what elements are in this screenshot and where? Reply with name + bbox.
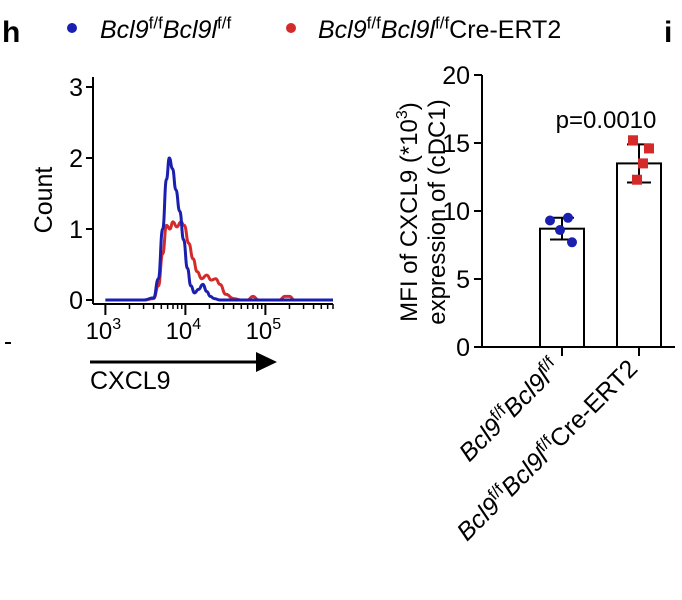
label-run: f/f bbox=[435, 14, 449, 33]
legend-label-wt: Bcl9f/fBcl9lf/f bbox=[100, 14, 231, 45]
hist-series-1-line bbox=[105, 220, 333, 302]
label-run: Bcl9 bbox=[318, 16, 367, 44]
data-point-cre bbox=[644, 143, 654, 154]
hist-x-tick-label: 103 bbox=[86, 316, 122, 345]
bar-y-tick-label: 5 bbox=[456, 266, 470, 294]
label-run: Bcl9 bbox=[100, 16, 149, 44]
data-point-wt bbox=[563, 212, 573, 223]
legend-marker-cre bbox=[286, 23, 296, 33]
p-value-annotation: p=0.0010 bbox=[556, 107, 657, 134]
x-axis-arrow-head bbox=[256, 352, 277, 372]
hist-y-tick-label: 1 bbox=[69, 216, 83, 244]
data-point-wt bbox=[567, 237, 577, 248]
hist-x-tick-label: 104 bbox=[166, 316, 202, 345]
hist-y-tick-label: 3 bbox=[69, 74, 83, 102]
hist-y-tick-label: 2 bbox=[69, 145, 83, 173]
hist-series-0-line bbox=[105, 156, 333, 302]
label-run: f/f bbox=[149, 14, 163, 33]
legend-marker-wt bbox=[67, 23, 77, 33]
legend-label-cre: Bcl9f/fBcl9lf/fCre-ERT2 bbox=[318, 14, 561, 45]
hist-y-tick-label: 0 bbox=[69, 287, 83, 315]
label-run: Cre-ERT2 bbox=[449, 16, 561, 44]
bar-y-axis-label-line2: expression of (cDC1) bbox=[424, 99, 451, 324]
bar-1 bbox=[616, 162, 662, 348]
hist-y-ticks: 0 1 2 3 bbox=[69, 74, 93, 315]
bar-y-tick-label: 0 bbox=[456, 334, 470, 362]
bar-y-tick-label: 20 bbox=[442, 62, 470, 90]
hist-x-axis-label: CXCL9 bbox=[90, 367, 171, 395]
label-run: f/f bbox=[217, 14, 231, 33]
bar-marks bbox=[539, 135, 662, 356]
bar-y-axis-label-line1: MFI of CXCL9 (*103) bbox=[394, 102, 423, 322]
data-point-cre bbox=[628, 135, 638, 146]
panel-label-h: h bbox=[2, 16, 20, 49]
hist-x-tick-label: 105 bbox=[246, 316, 282, 345]
bar-y-tick-label: 15 bbox=[442, 130, 470, 158]
label-run: Bcl9l bbox=[381, 16, 437, 44]
label-run: Bcl9l bbox=[163, 16, 219, 44]
panel-label-i: i bbox=[664, 16, 672, 49]
hist-series bbox=[105, 156, 333, 302]
hist-y-axis-label: Count bbox=[30, 167, 58, 234]
bar-y-ticks: 0 5 10 15 20 bbox=[442, 62, 482, 362]
legend: Bcl9f/fBcl9lf/f Bcl9f/fBcl9lf/fCre-ERT2 bbox=[67, 14, 561, 45]
label-run: f/f bbox=[367, 14, 381, 33]
data-point-cre bbox=[632, 174, 642, 185]
data-point-wt bbox=[555, 225, 565, 236]
histogram-chart: Count 0 1 2 3 103 104 105 CXCL9 bbox=[30, 74, 334, 395]
bar-y-tick-label: 10 bbox=[442, 198, 470, 226]
bar-chart: MFI of CXCL9 (*103) expression of (cDC1)… bbox=[394, 62, 675, 546]
label-run: Cre-ERT2 bbox=[544, 354, 643, 453]
data-point-wt bbox=[545, 215, 555, 226]
bar-0 bbox=[539, 227, 585, 348]
data-point-cre bbox=[638, 158, 648, 169]
hist-x-ticks: 103 104 105 bbox=[86, 304, 334, 345]
